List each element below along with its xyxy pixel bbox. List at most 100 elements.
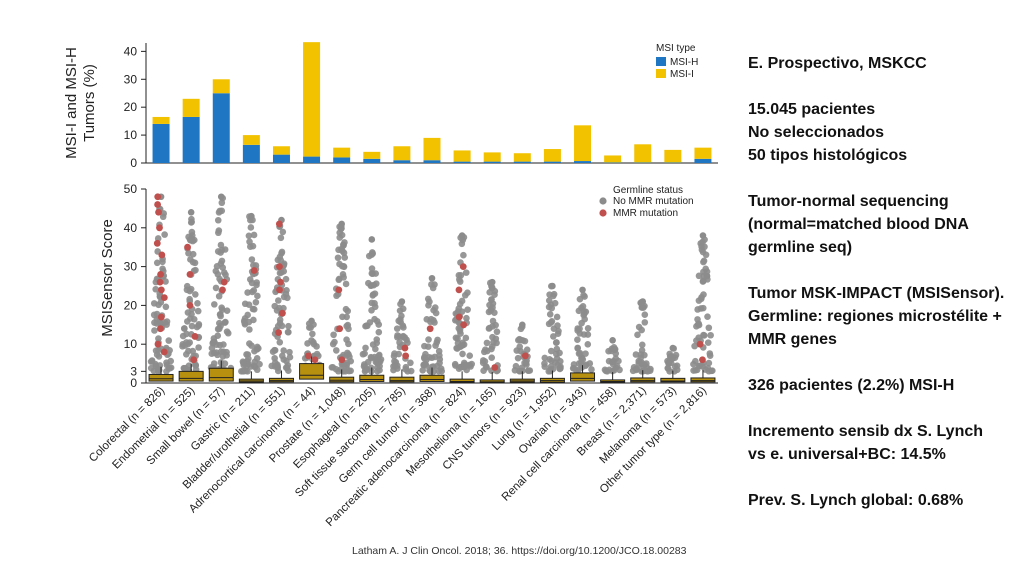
point-mmr-mutation <box>521 352 529 360</box>
point-no-mmr <box>574 325 581 332</box>
point-no-mmr <box>641 319 649 326</box>
point-no-mmr <box>485 308 493 316</box>
point-mmr-mutation <box>276 286 283 294</box>
point-no-mmr <box>374 317 381 325</box>
bar-msi-i <box>453 150 471 162</box>
top-y-tick-label: 40 <box>124 44 138 58</box>
point-no-mmr <box>646 367 654 374</box>
bottom-legend-swatch <box>599 197 607 205</box>
point-no-mmr <box>154 365 162 373</box>
point-no-mmr <box>218 199 226 207</box>
bar-msi-h <box>152 123 170 163</box>
bar-msi-i <box>604 155 622 163</box>
point-no-mmr <box>280 347 287 354</box>
point-mmr-mutation <box>219 286 226 294</box>
bar-msi-h <box>393 160 411 163</box>
bar-msi-i <box>694 147 712 159</box>
point-mmr-mutation <box>160 348 168 356</box>
point-no-mmr <box>605 347 612 355</box>
point-no-mmr <box>187 208 195 216</box>
point-mmr-mutation <box>186 270 194 278</box>
point-no-mmr <box>460 359 468 367</box>
point-no-mmr <box>188 322 196 330</box>
point-no-mmr <box>546 311 554 318</box>
notes-cohort-line: No seleccionados <box>748 124 885 141</box>
notes-methods-line: MMR genes <box>748 331 837 348</box>
point-no-mmr <box>693 323 700 330</box>
point-no-mmr <box>550 325 558 332</box>
point-no-mmr <box>214 216 222 224</box>
bar-msi-h <box>574 161 592 163</box>
point-no-mmr <box>399 333 407 341</box>
point-no-mmr <box>216 207 224 215</box>
notes-lynch-increment-line: vs e. universal+BC: 14.5% <box>748 446 946 463</box>
point-no-mmr <box>393 362 401 369</box>
top-y-tick-label: 0 <box>130 156 137 170</box>
point-no-mmr <box>666 353 674 360</box>
point-no-mmr <box>694 316 701 323</box>
point-no-mmr <box>212 284 220 292</box>
bar-msi-i <box>182 98 200 117</box>
point-no-mmr <box>398 312 405 320</box>
point-no-mmr <box>223 307 231 314</box>
point-no-mmr <box>156 319 164 326</box>
point-no-mmr <box>245 301 253 309</box>
point-no-mmr <box>547 347 555 355</box>
bar-msi-i <box>363 151 381 159</box>
point-no-mmr <box>579 286 586 294</box>
point-no-mmr <box>364 358 372 366</box>
point-no-mmr <box>491 309 498 316</box>
point-no-mmr <box>487 296 495 304</box>
point-no-mmr <box>579 302 587 310</box>
point-no-mmr <box>193 323 201 331</box>
point-no-mmr <box>541 363 549 370</box>
point-no-mmr <box>239 368 247 375</box>
point-no-mmr <box>393 325 401 332</box>
point-no-mmr <box>279 228 287 236</box>
point-no-mmr <box>372 270 379 277</box>
point-no-mmr <box>486 301 493 309</box>
box <box>690 377 716 383</box>
point-no-mmr <box>241 319 248 327</box>
point-mmr-mutation <box>460 321 468 329</box>
point-no-mmr <box>699 363 706 370</box>
point-no-mmr <box>630 364 638 371</box>
point-mmr-mutation <box>153 239 161 247</box>
point-no-mmr <box>240 361 248 369</box>
point-mmr-mutation <box>157 325 164 333</box>
point-no-mmr <box>522 359 530 367</box>
point-no-mmr <box>395 350 403 358</box>
point-no-mmr <box>549 282 556 290</box>
notes-title: E. Prospectivo, MSKCC <box>748 55 927 72</box>
point-no-mmr <box>458 232 466 239</box>
point-no-mmr <box>584 325 592 332</box>
point-no-mmr <box>371 290 379 297</box>
point-no-mmr <box>256 360 263 368</box>
point-no-mmr <box>638 341 646 349</box>
bar-msi-i <box>483 152 501 162</box>
point-no-mmr <box>700 258 707 266</box>
point-no-mmr <box>612 350 620 357</box>
point-no-mmr <box>308 337 315 344</box>
point-no-mmr <box>464 306 471 313</box>
bar-msi-i <box>543 149 561 162</box>
point-no-mmr <box>194 307 202 315</box>
bar-msi-i <box>513 153 531 162</box>
point-mmr-mutation <box>157 313 165 321</box>
point-no-mmr <box>574 345 581 352</box>
point-no-mmr <box>248 212 255 220</box>
point-no-mmr <box>368 265 376 272</box>
point-no-mmr <box>195 344 202 351</box>
bottom-y-tick-label: 40 <box>124 221 138 235</box>
point-no-mmr <box>427 315 435 323</box>
point-no-mmr <box>706 352 714 359</box>
box <box>419 374 445 382</box>
point-no-mmr <box>332 347 340 354</box>
point-no-mmr <box>402 366 409 373</box>
bar-msi-h <box>212 93 230 163</box>
bar-msi-i <box>333 147 351 158</box>
point-no-mmr <box>286 348 293 356</box>
point-no-mmr <box>147 358 155 365</box>
point-no-mmr <box>285 322 292 330</box>
point-no-mmr <box>268 362 276 370</box>
